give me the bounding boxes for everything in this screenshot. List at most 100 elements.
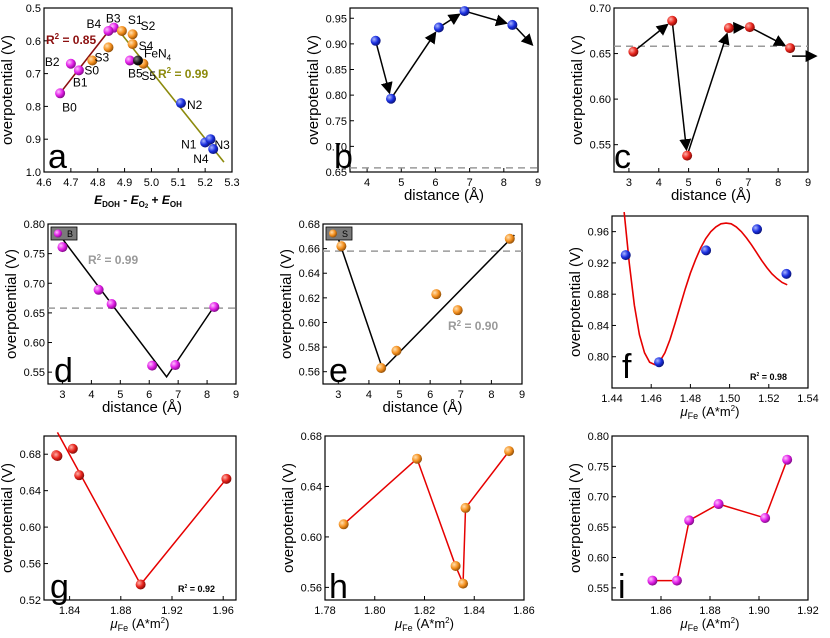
panel-letter: c xyxy=(614,138,631,176)
y-tick-label: 0.60 xyxy=(301,532,322,544)
data-point xyxy=(205,134,216,145)
r2-label: R2 = 0.85 xyxy=(46,32,96,47)
panel-a: 4.6 4.7 4.8 4.9 5.0 5.1 5.2 5.3 0.5 0.6 0.7 0.8 0.9 1… xyxy=(0,3,240,210)
x-tick-label: 8 xyxy=(488,389,494,401)
x-label-part: 2 xyxy=(145,204,149,210)
data-point xyxy=(376,363,387,373)
x-axis-label: μFe (A*m2) xyxy=(680,404,740,421)
x-label-part: + xyxy=(148,193,162,207)
point-label: B4 xyxy=(86,17,101,31)
y-axis-label: overpotential (V) xyxy=(278,249,295,359)
y-tick-label: 0.68 xyxy=(301,431,322,443)
r2-value: = 0.99 xyxy=(101,253,138,267)
point-label: N4 xyxy=(193,152,209,166)
x-label-part: E xyxy=(131,193,140,207)
panel-letter: e xyxy=(329,352,348,390)
x-tick-label: 1.86 xyxy=(513,605,534,617)
panel-letter: a xyxy=(48,138,67,176)
r2-sup: 2 xyxy=(757,372,760,378)
y-tick-label: 0.70 xyxy=(588,492,609,504)
x-label-part: - xyxy=(120,193,131,207)
x-tick-label: 1.84 xyxy=(59,605,80,617)
y-tick-label: 1.0 xyxy=(26,167,41,179)
y-tick-label: 0.60 xyxy=(588,552,609,564)
x-label-unit: (A*m xyxy=(128,616,161,631)
x-label-sup: 2 xyxy=(731,404,736,413)
x-axis-label: distance (Å) xyxy=(671,187,751,204)
point-label: S5 xyxy=(141,69,156,83)
data-point xyxy=(682,150,693,161)
y-tick-label: 0.55 xyxy=(24,367,45,379)
x-tick-label: 5 xyxy=(398,177,404,189)
x-tick-label: 3 xyxy=(335,389,341,401)
connector-line xyxy=(343,458,418,525)
point-label-sub: 4 xyxy=(167,53,172,62)
x-tick-label: 6 xyxy=(715,177,721,189)
data-point xyxy=(133,55,143,66)
plot-frame xyxy=(43,7,233,173)
data-point xyxy=(760,513,771,523)
y-tick-label: 0.55 xyxy=(588,583,609,595)
point-label: S1 xyxy=(128,13,143,27)
x-tick-label: 3 xyxy=(626,177,632,189)
panel-letter: i xyxy=(618,568,626,606)
x-label-close: ) xyxy=(450,616,454,631)
y-tick-label: 0.6 xyxy=(26,36,41,48)
y-tick-label: 0.60 xyxy=(24,338,45,350)
x-tick-label: 5.1 xyxy=(171,177,186,189)
data-point xyxy=(628,46,639,57)
data-point xyxy=(713,499,724,510)
y-tick-label: 0.64 xyxy=(299,268,320,280)
r2-sup: 2 xyxy=(55,32,60,41)
plot-frame xyxy=(349,7,539,173)
x-label-sub: Fe xyxy=(118,623,129,633)
x-axis-label: distance (Å) xyxy=(382,399,462,416)
y-tick-label: 0.68 xyxy=(299,219,320,231)
data-point xyxy=(73,65,84,76)
y-axis-label: overpotential (V) xyxy=(0,35,16,145)
data-point xyxy=(507,19,518,30)
data-point xyxy=(65,58,76,69)
x-tick-label: 1.92 xyxy=(161,605,182,617)
connector-line xyxy=(464,10,509,27)
y-axis-label: overpotential (V) xyxy=(280,463,297,573)
y-tick-label: 0.90 xyxy=(326,39,347,51)
x-label-part: E xyxy=(94,193,103,207)
y-tick-label: 0.60 xyxy=(299,317,320,329)
x-tick-label: 8 xyxy=(775,177,781,189)
data-point xyxy=(723,23,734,34)
x-axis-label: distance (Å) xyxy=(102,399,182,416)
data-point xyxy=(782,454,793,465)
data-point xyxy=(744,22,755,33)
r2-r: R xyxy=(88,253,97,267)
data-point xyxy=(87,55,98,66)
x-tick-label: 7 xyxy=(467,177,473,189)
point-label: B0 xyxy=(62,100,77,114)
x-label-close: ) xyxy=(735,616,739,631)
fit-line xyxy=(56,431,227,586)
r2-value: = 0.98 xyxy=(759,372,787,382)
x-tick-label: 4 xyxy=(656,177,662,189)
data-point xyxy=(785,43,796,54)
x-label-sub: Fe xyxy=(688,623,699,633)
x-tick-label: 1.52 xyxy=(758,393,779,405)
panel-f: 1.44 1.46 1.48 1.50 1.52 1.54 0.80 0.84 0.88 0.92… xyxy=(567,212,819,421)
y-tick-label: 0.60 xyxy=(590,94,611,106)
data-point xyxy=(620,250,631,261)
connector-line xyxy=(416,458,457,567)
data-point xyxy=(124,55,135,66)
data-point xyxy=(170,360,181,371)
connector-line xyxy=(676,520,690,581)
data-point xyxy=(671,575,682,586)
data-point xyxy=(752,224,763,235)
fit-line xyxy=(56,23,115,98)
x-tick-label: 1.86 xyxy=(650,605,671,617)
x-tick-label: 9 xyxy=(535,177,541,189)
y-tick-label: 0.80 xyxy=(326,90,347,102)
connector-line xyxy=(718,503,766,519)
x-tick-label: 4 xyxy=(88,389,94,401)
plot-frame xyxy=(611,215,809,389)
y-tick-label: 0.84 xyxy=(588,320,609,332)
data-point xyxy=(458,578,469,589)
point-label: N2 xyxy=(187,98,203,112)
